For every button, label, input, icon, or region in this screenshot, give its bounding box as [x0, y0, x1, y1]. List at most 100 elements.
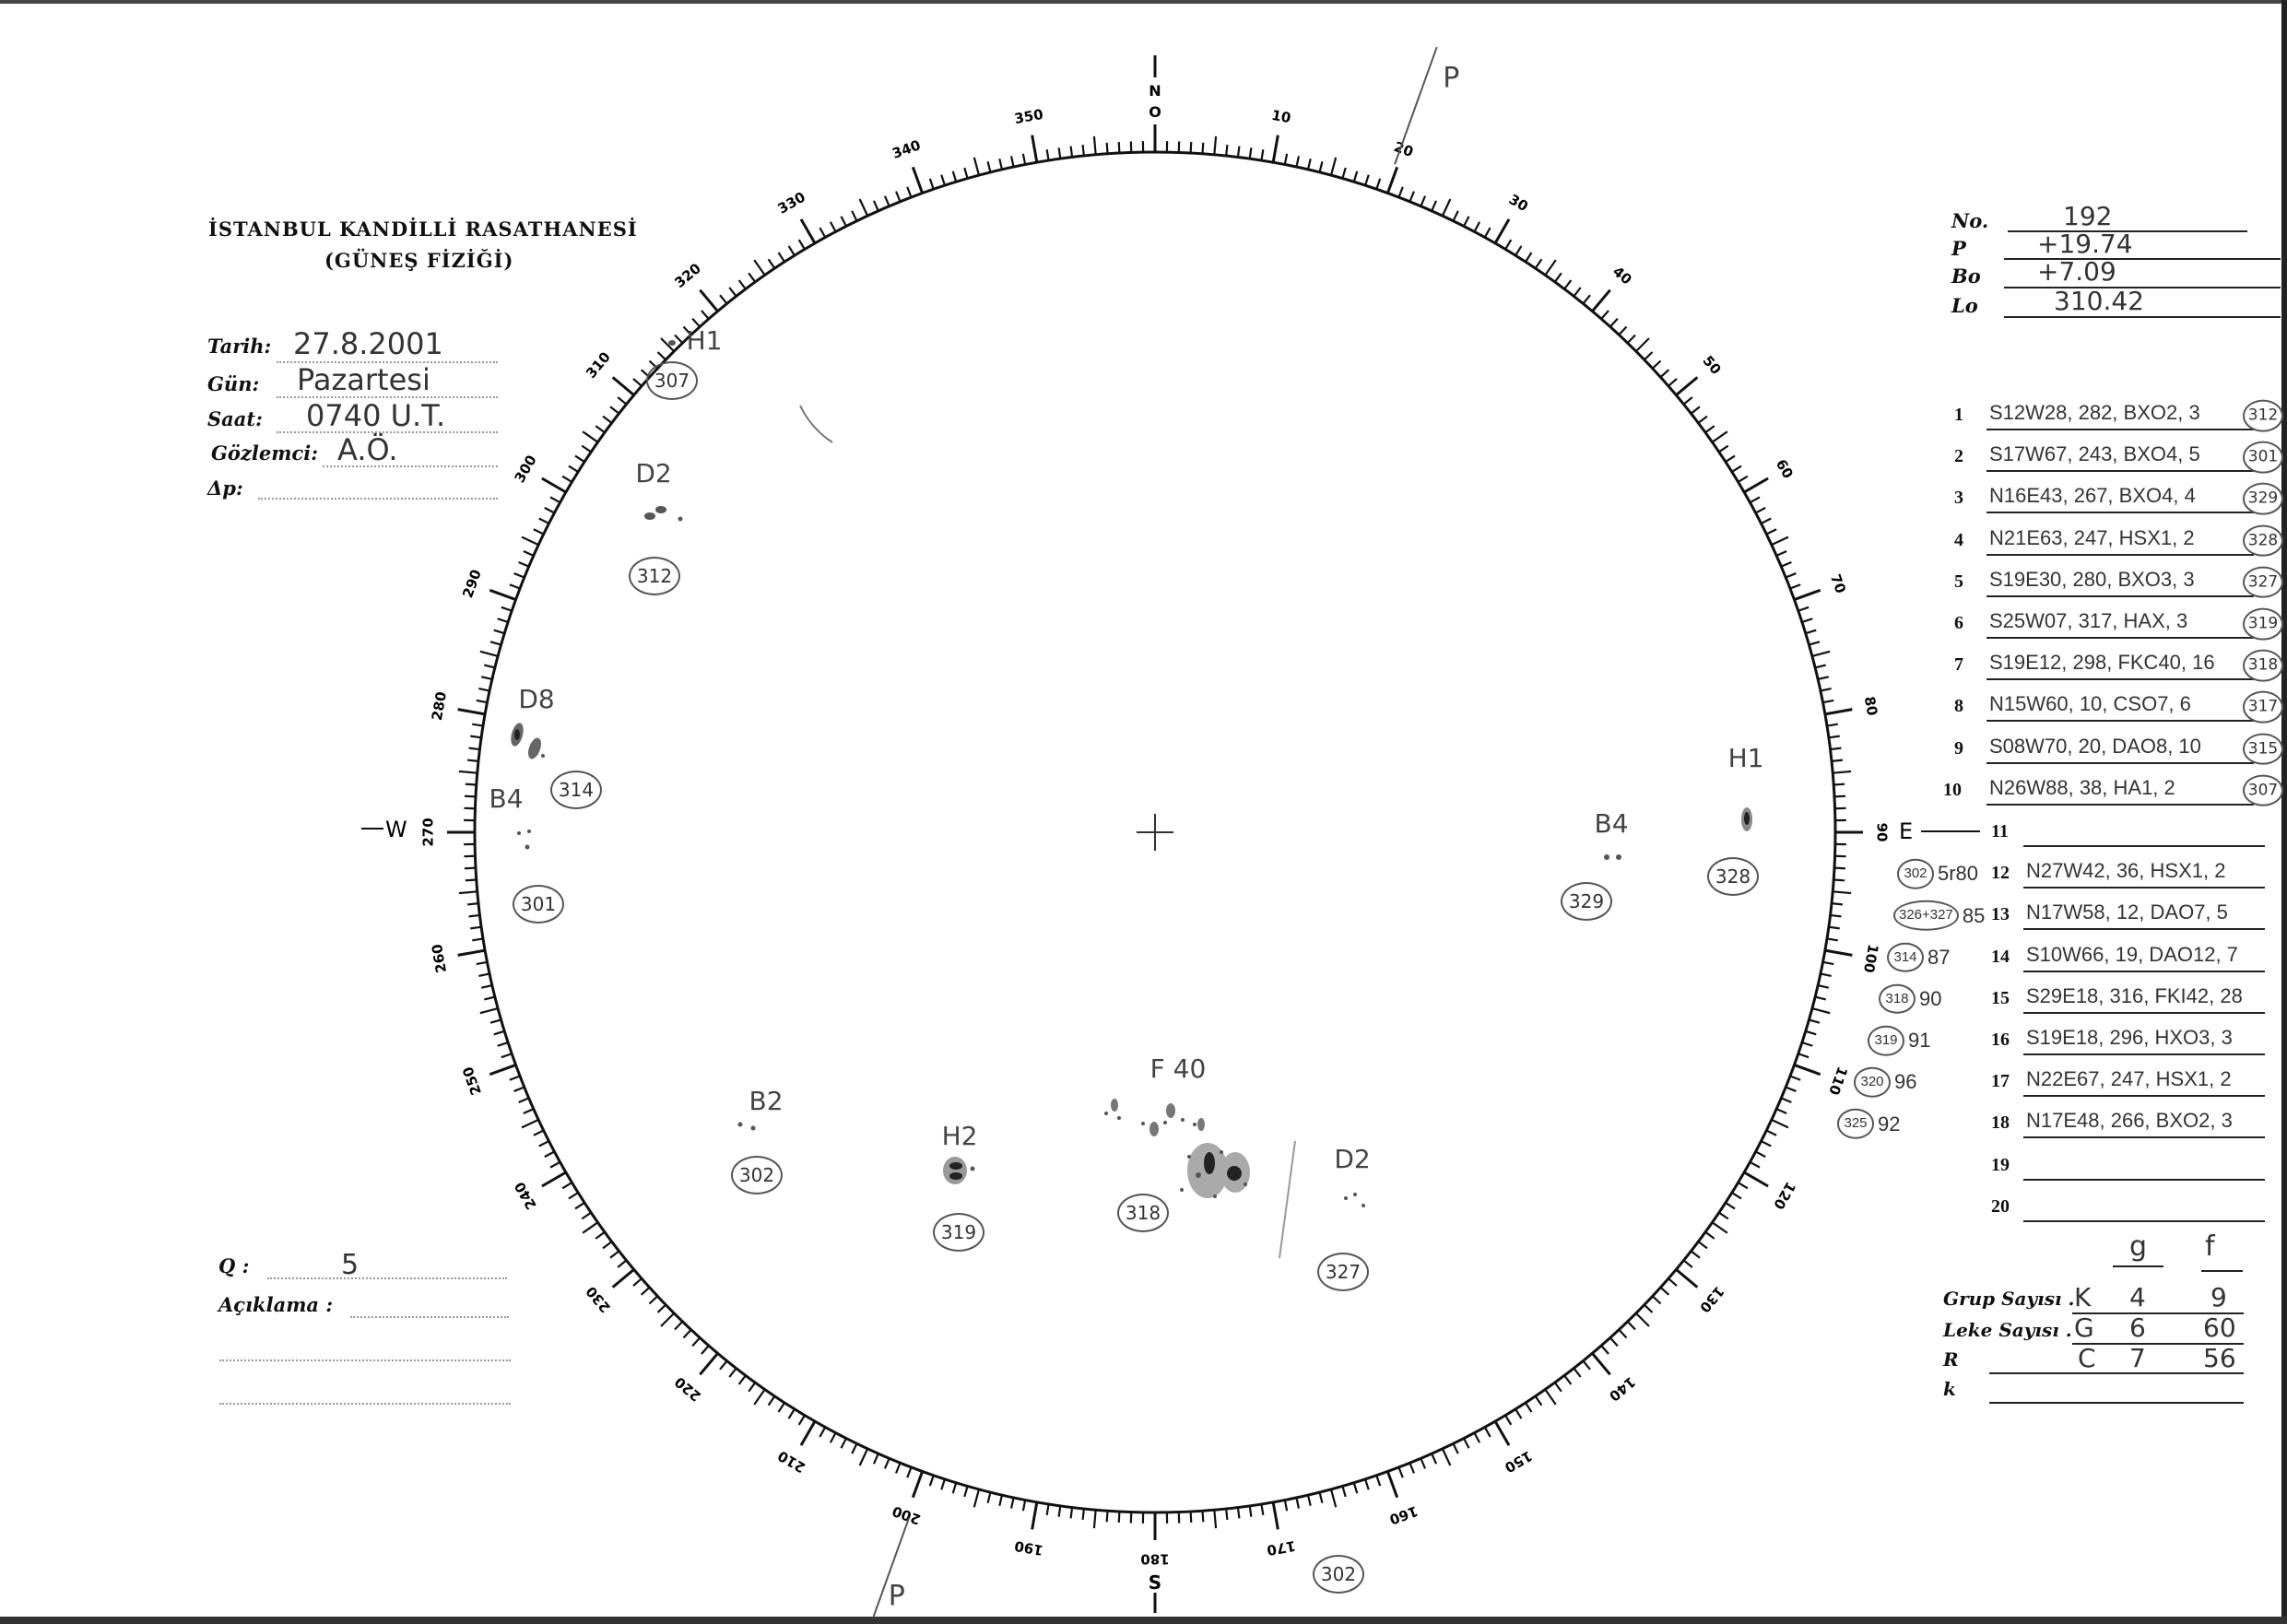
scale-tick [484, 995, 496, 1001]
aciklama-dotted-line-1 [350, 1316, 509, 1318]
lo-label: Lo [1951, 294, 1978, 317]
gozlemci-value[interactable]: A.Ö. [337, 432, 398, 467]
scale-tick [1473, 1432, 1481, 1443]
scale-label: 300 [512, 453, 540, 486]
row-underline [2023, 1178, 2265, 1181]
no-label: No. [1951, 209, 1989, 232]
scale-tick [851, 210, 858, 222]
r-letter[interactable]: C [2078, 1343, 2096, 1373]
scale-tick [1789, 583, 1801, 590]
scale-tick [497, 1041, 509, 1047]
scale-tick [1731, 1192, 1742, 1200]
scale-tick [497, 618, 509, 623]
row-entry[interactable]: S17W67, 243, BXO4, 5 [1989, 442, 2200, 466]
scale-tick [1117, 1511, 1121, 1524]
scale-tick [544, 506, 555, 514]
sunspot [668, 340, 676, 346]
scale-tick [1045, 149, 1050, 161]
grup-g-value[interactable]: 4 [2129, 1282, 2146, 1312]
p-value[interactable]: +19.74 [2037, 229, 2133, 259]
scale-tick [829, 1432, 837, 1443]
scale-tick [1822, 699, 1834, 704]
row-entry[interactable]: N16E43, 267, BXO4, 4 [1989, 484, 2196, 508]
row-entry[interactable]: S29E18, 316, FKI42, 28 [2026, 983, 2243, 1007]
saat-value[interactable]: 0740 U.T. [306, 398, 446, 433]
tarih-value[interactable]: 27.8.2001 [293, 326, 443, 361]
department-subtitle: (GÜNEŞ FİZİĞİ) [324, 249, 514, 272]
scale-tick [1805, 629, 1817, 635]
row-previous-note: 96 [1894, 1070, 1917, 1094]
row-entry[interactable]: N17E48, 266, BXO2, 3 [2026, 1109, 2233, 1133]
row-entry[interactable]: N15W60, 10, CSO7, 6 [1989, 692, 2191, 716]
scale-tick [1248, 147, 1253, 159]
row-underline [1986, 512, 2254, 514]
scale-tick [701, 1345, 710, 1355]
scale-tick [940, 1478, 946, 1490]
sunspot [1141, 1122, 1145, 1125]
r-f-value[interactable]: 56 [2203, 1343, 2236, 1373]
row-underline [1986, 803, 2254, 806]
scale-tick [1031, 135, 1039, 163]
leke-g-value[interactable]: 6 [2129, 1312, 2146, 1343]
row-entry[interactable]: N26W88, 38, HA1, 2 [1989, 775, 2175, 799]
scale-tick [472, 937, 484, 942]
row-entry[interactable]: S19E30, 280, BXO3, 3 [1989, 567, 2195, 591]
row-entry[interactable]: N17W58, 12, DAO7, 5 [2026, 900, 2228, 924]
row-previous-group-circle: 314 [1887, 942, 1924, 972]
scale-tick [1213, 135, 1218, 155]
row-entry[interactable]: S08W70, 20, DAO8, 10 [1989, 734, 2201, 758]
scale-tick [911, 166, 924, 194]
scale-tick [1725, 454, 1736, 463]
sunspot-umbra [514, 729, 520, 740]
row-entry[interactable]: N22E67, 247, HSX1, 2 [2026, 1067, 2232, 1091]
sunspot [1220, 1150, 1223, 1154]
scale-tick [1618, 1328, 1628, 1339]
scale-tick [1069, 1507, 1074, 1519]
group-number-circle: 312 [629, 557, 680, 595]
q-value[interactable]: 5 [341, 1249, 360, 1281]
scale-tick [533, 528, 545, 535]
scale-tick [1682, 1259, 1693, 1268]
scale-tick [1591, 288, 1611, 312]
scale-tick [632, 1277, 642, 1287]
tarih-label: Tarih: [207, 335, 272, 358]
row-entry[interactable]: S25W07, 317, HAX, 3 [1989, 609, 2188, 632]
r-g-value[interactable]: 7 [2129, 1343, 2146, 1373]
leke-letter[interactable]: G [2074, 1312, 2094, 1343]
row-group-number-circle: 327 [2243, 566, 2283, 599]
row-entry[interactable]: S10W66, 19, DAO12, 7 [2026, 942, 2238, 966]
bo-underline [2004, 287, 2281, 288]
row-entry[interactable]: S19E18, 296, HXO3, 3 [2026, 1026, 2233, 1049]
delta-p-label: Δp: [207, 477, 243, 500]
sunspot [1181, 1118, 1185, 1122]
scale-tick [1820, 972, 1832, 978]
scale-tick [465, 783, 477, 786]
grup-letter[interactable]: K [2074, 1282, 2092, 1312]
lo-value[interactable]: 310.42 [2054, 286, 2144, 316]
row-entry[interactable]: N21E63, 247, HSX1, 2 [1989, 525, 2195, 549]
row-entry[interactable]: S19E12, 298, FKC40, 16 [1989, 651, 2215, 675]
scale-tick [1452, 1442, 1459, 1454]
scale-label: 230 [583, 1283, 614, 1316]
scale-tick [1651, 359, 1662, 370]
no-value[interactable]: 192 [2063, 201, 2113, 231]
scale-tick [1431, 1453, 1438, 1465]
leke-f-value[interactable]: 60 [2203, 1312, 2236, 1343]
row-number: 9 [1954, 737, 1963, 759]
row-number: 2 [1954, 446, 1963, 467]
scale-tick [1811, 650, 1831, 658]
sunspot [541, 754, 545, 758]
scale-tick [1057, 147, 1062, 159]
bo-value[interactable]: +7.09 [2037, 256, 2116, 287]
scale-tick [476, 960, 488, 966]
scale-tick [1635, 337, 1650, 352]
scale-label: 30 [1506, 191, 1531, 215]
scale-tick [476, 699, 488, 704]
grup-f-value[interactable]: 9 [2210, 1282, 2227, 1312]
group-type-label: H1 [686, 325, 723, 356]
row-entry[interactable]: N27W42, 36, HSX1, 2 [2026, 859, 2226, 883]
scale-label: 60 [1773, 456, 1797, 481]
row-entry[interactable]: S12W28, 282, BXO2, 3 [1989, 401, 2200, 424]
gun-value[interactable]: Pazartesi [297, 362, 430, 397]
